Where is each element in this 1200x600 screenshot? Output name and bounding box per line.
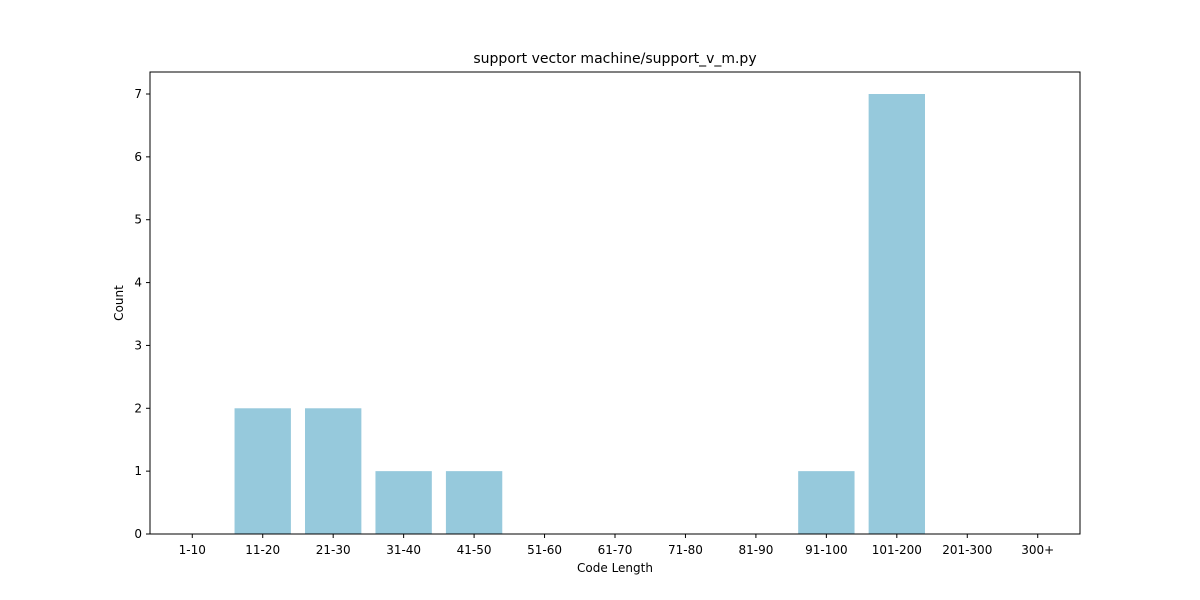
- x-tick-label: 11-20: [245, 543, 280, 557]
- x-tick-label: 51-60: [527, 543, 562, 557]
- y-tick-label: 4: [134, 276, 142, 290]
- x-tick-label: 21-30: [316, 543, 351, 557]
- y-tick-label: 0: [134, 527, 142, 541]
- bar-11-20: [234, 408, 291, 534]
- y-tick-label: 1: [134, 464, 142, 478]
- x-tick-label: 71-80: [668, 543, 703, 557]
- y-tick-label: 7: [134, 87, 142, 101]
- x-tick-label: 81-90: [738, 543, 773, 557]
- x-tick-label: 41-50: [457, 543, 492, 557]
- bar-41-50: [445, 471, 503, 534]
- x-tick-label: 101-200: [872, 543, 922, 557]
- x-axis-label: Code Length: [577, 561, 653, 575]
- x-tick-label: 91-100: [805, 543, 848, 557]
- bar-91-100: [798, 471, 855, 534]
- x-tick-label: 31-40: [386, 543, 421, 557]
- y-tick-label: 2: [134, 401, 142, 415]
- x-tick-label: 201-300: [942, 543, 992, 557]
- y-tick-label: 6: [134, 150, 142, 164]
- bars-group: [234, 94, 925, 534]
- bar-31-40: [375, 471, 432, 534]
- x-tick-label: 61-70: [598, 543, 633, 557]
- y-tick-label: 3: [134, 338, 142, 352]
- bar-101-200: [868, 94, 925, 534]
- y-axis: 0 1 2 3 4 5 6 7: [134, 87, 150, 541]
- x-axis: 1-10 11-20 21-30 31-40 41-50 51-60 61-70 71-80 8…: [179, 534, 1054, 557]
- x-tick-label: 1-10: [179, 543, 206, 557]
- chart-title: support vector machine/support_v_m.py: [473, 51, 756, 67]
- x-tick-label: 300+: [1021, 543, 1054, 557]
- bar-21-30: [305, 408, 362, 534]
- y-tick-label: 5: [134, 213, 142, 227]
- y-axis-label: Count: [112, 285, 126, 321]
